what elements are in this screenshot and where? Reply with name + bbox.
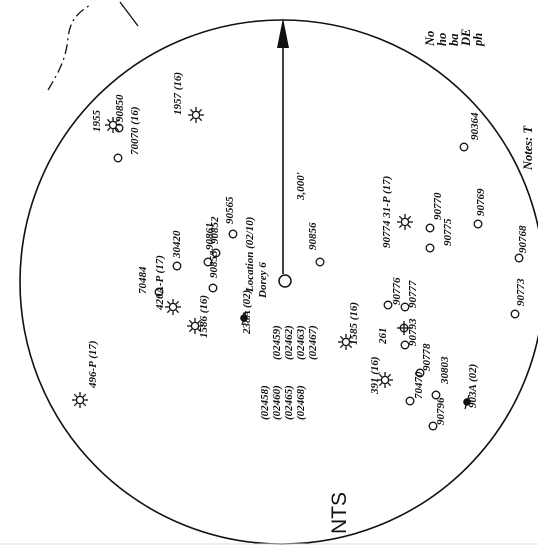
well-70484-symbol (154, 287, 164, 297)
well-90774-label: 90774 31-P (17) (381, 176, 393, 248)
well-90565-symbol (228, 229, 238, 239)
well-90856-symbol (315, 257, 325, 267)
well-90796-symbol (428, 421, 438, 431)
well-90861-label: 90861 (204, 223, 216, 251)
well-70470-label: 70470 (413, 371, 425, 399)
permit-label: (02467) (307, 325, 319, 360)
well-420a-symbol (165, 299, 181, 315)
radius-arrow (277, 18, 289, 274)
location-label: Location (02/10) (244, 217, 256, 293)
well-90364-symbol (459, 142, 469, 152)
well-238a-label: 238A (02) (241, 290, 253, 335)
well-90775-symbol (425, 243, 435, 253)
notes-line: No (423, 31, 437, 47)
well-90861-symbol (203, 257, 213, 267)
well-391-symbol (377, 372, 393, 388)
well-90768-label: 90768 (517, 225, 529, 253)
notes-line: ph (471, 33, 485, 47)
well-90565-label: 90565 (224, 196, 236, 224)
well-90793-symbol (400, 340, 410, 350)
well-90796-label: 90796 (435, 397, 447, 425)
well-90793-label: 90793 (407, 318, 419, 346)
well-90777-symbol (400, 302, 410, 312)
notes-line: DE (459, 29, 473, 47)
well-90777-label: 90777 (407, 280, 419, 308)
permit-label: (02465) (283, 385, 295, 420)
well-90776-label: 90776 (391, 277, 403, 305)
well-90364-label: 90364 (469, 112, 481, 140)
location-marker (278, 274, 292, 288)
well-90774-symbol (397, 214, 413, 230)
well-70070-label: 70070 (16) (129, 106, 141, 155)
well-90856-label: 90856 (307, 222, 319, 250)
well-90776-symbol (383, 300, 393, 310)
well-903a-symbol (463, 394, 471, 410)
well-261-label: 261 (377, 328, 389, 346)
notes-line: ho (435, 33, 449, 46)
well-30803-symbol (431, 390, 441, 400)
well-90768-symbol (514, 253, 524, 263)
road-line-2 (119, 1, 139, 27)
well-30420-label: 30420 (171, 230, 183, 259)
well-30420-symbol (172, 261, 182, 271)
well-30803-label: 30803 (439, 356, 451, 385)
well-70484-label: 70484 (137, 266, 149, 294)
notes-line: ba (447, 34, 461, 47)
well-1585-label: 1585 (16) (348, 302, 360, 345)
well-1586-symbol (187, 318, 203, 334)
well-90852-symbol (211, 248, 221, 258)
well-90773-symbol (510, 309, 520, 319)
well-90769-label: 90769 (475, 188, 487, 216)
radius-label: 3,000' (295, 172, 307, 201)
well-90850-label: 90850 (114, 94, 126, 122)
well-1585-symbol (338, 334, 354, 350)
permit-label: (02458) (259, 385, 271, 420)
well-1957-label: 1957 (16) (172, 72, 184, 115)
well-903a-label: 903A (02) (467, 364, 479, 408)
well-90770-label: 90770 (432, 192, 444, 220)
well-1955-symbol (105, 117, 121, 133)
permit-label: (02468) (295, 385, 307, 420)
well-name-label: Dorey 6 (257, 262, 269, 299)
well-90853-label: 90853 (208, 250, 220, 278)
well-496p-symbol (72, 392, 88, 408)
well-90769-symbol (473, 219, 483, 229)
scale-note: NTS (328, 492, 351, 534)
permit-label: (02463) (295, 325, 307, 360)
well-70470-symbol (405, 396, 415, 406)
well-420a-label: 420A-P (17) (154, 255, 166, 311)
well-90853-symbol (208, 283, 218, 293)
permit-label: (02459) (271, 325, 283, 360)
well-90778-label: 90778 (421, 343, 433, 371)
well-1957-symbol (188, 107, 204, 123)
well-90852-label: 90852 (209, 216, 221, 244)
well-1955-label: 1955 (91, 110, 103, 133)
well-90775-label: 90775 (442, 218, 454, 246)
well-496p-label: 496-P (17) (87, 340, 99, 389)
well-1586-label: 1586 (16) (198, 295, 210, 338)
well-90778-symbol (415, 368, 425, 378)
road-line (47, 3, 93, 91)
well-70070-symbol (113, 153, 123, 163)
well-238a-symbol (240, 310, 248, 326)
notes-line: Notes: T (521, 125, 535, 171)
well-391-label: 391 (16) (369, 356, 381, 395)
well-90770-symbol (425, 223, 435, 233)
permit-label: (02460) (271, 385, 283, 420)
well-90773-label: 90773 (515, 278, 527, 306)
permit-labels: (02458) (02460) (02465) (02468)(02459) (0246… (259, 325, 319, 420)
well-261-symbol (397, 321, 411, 335)
permit-label: (02462) (283, 325, 295, 360)
